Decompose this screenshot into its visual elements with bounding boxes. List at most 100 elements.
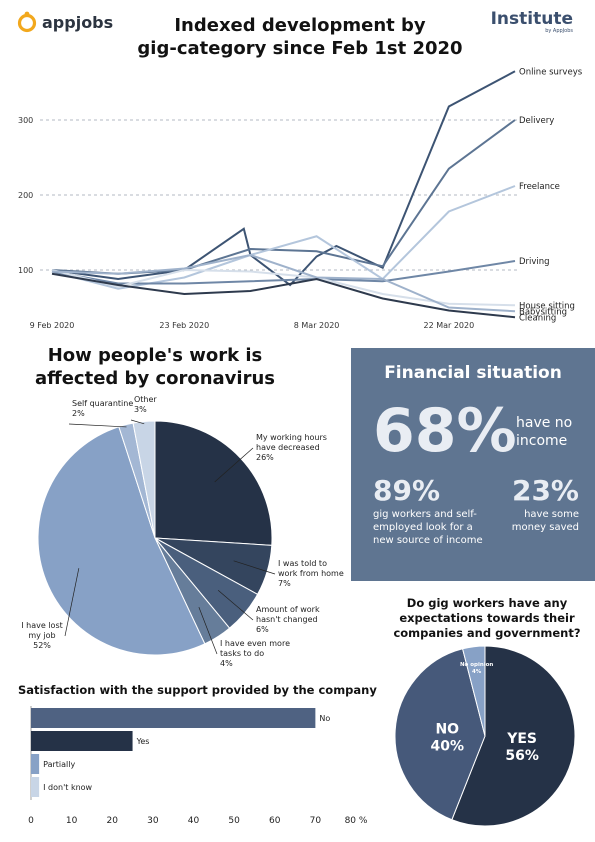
pie-label: NO 40% xyxy=(431,722,465,755)
series-label: House sitting xyxy=(519,301,575,311)
y-tick-label: 200 xyxy=(18,191,33,200)
pie-leader-line xyxy=(198,607,218,655)
pie-label-line: I have even more xyxy=(220,639,290,648)
series-label: Babysitting xyxy=(519,307,567,317)
pie-label: I was told to work from home 7% xyxy=(278,559,344,588)
bar-category-label: Partially xyxy=(43,760,75,769)
pie-slice xyxy=(462,645,486,737)
financial-right-label: have some money saved xyxy=(511,509,579,533)
series-label: Online surveys xyxy=(519,67,583,77)
pie-label-line: work from home xyxy=(278,569,344,578)
pie-label-line: I have lost xyxy=(21,621,63,630)
appjobs-logo-icon xyxy=(17,11,37,33)
pie-label-line: 2% xyxy=(72,409,85,418)
financial-big-label: have no income xyxy=(516,415,573,449)
pie-leader-line xyxy=(130,419,145,425)
x-tick-label: 20 xyxy=(107,816,119,826)
pie-label-line: I was told to xyxy=(278,559,327,568)
bar-category-label: I don't know xyxy=(43,783,92,792)
pie-label: No opinion 4% xyxy=(460,662,493,675)
bar xyxy=(31,731,133,751)
line-chart-title-line-2: gig-category since Feb 1st 2020 xyxy=(137,38,463,59)
pie-label-line: 4% xyxy=(220,659,233,668)
pie-label: Self quarantine 2% xyxy=(72,399,133,418)
pie-label-line: Amount of work xyxy=(256,605,320,614)
pie-label-line: Self quarantine xyxy=(72,399,133,408)
pie-label-line: my job xyxy=(28,631,55,640)
pie-label-line: tasks to do xyxy=(220,649,264,658)
bar-category-label: No xyxy=(319,714,330,723)
bar xyxy=(31,754,40,774)
pie-slice xyxy=(451,645,576,827)
x-tick-label: 0 xyxy=(28,816,34,826)
pie-label-line: 52% xyxy=(33,641,51,650)
x-tick-label: 10 xyxy=(66,816,78,826)
pie-slice xyxy=(37,426,206,656)
series-line xyxy=(51,70,516,287)
pie-label-line: My working hours xyxy=(256,433,327,442)
series-line xyxy=(51,253,516,313)
bar xyxy=(31,777,40,797)
pie-label: My working hours have decreased 26% xyxy=(256,433,327,462)
series-label: Freelance xyxy=(519,182,560,192)
work-pie-title-line-1: How people's work is xyxy=(47,345,263,366)
x-tick-label: 23 Feb 2020 xyxy=(159,321,209,330)
financial-left-value: 89% xyxy=(373,474,441,507)
pie-label: I have lost my job 52% xyxy=(21,621,63,650)
financial-left-label: gig workers and self-employed look for a… xyxy=(373,509,483,546)
x-tick-label: 22 Mar 2020 xyxy=(423,321,474,330)
y-tick-label: 300 xyxy=(18,116,33,125)
financial-title: Financial situation xyxy=(384,363,562,383)
bar xyxy=(31,708,316,728)
pie-label-line: NO xyxy=(435,722,459,738)
line-chart: 100 200 300 9 Feb 2020 23 Feb 2020 8 Mar 2020… xyxy=(18,67,583,330)
pie-label: YES 56% xyxy=(505,731,539,764)
line-chart-title: Indexed development by gig-category sinc… xyxy=(110,14,490,60)
expectations-pie-title: Do gig workers have any expectations tow… xyxy=(393,596,581,640)
pie-label-value: 40% xyxy=(431,739,465,755)
x-tick-label: 30 xyxy=(147,816,159,826)
pie-label-value: 4% xyxy=(472,669,482,675)
series-label: Cleaning xyxy=(519,313,556,323)
financial-big-value: 68% xyxy=(373,396,517,466)
series-line xyxy=(51,260,516,285)
financial-situation-panel: Financial situation 68% have no income 8… xyxy=(351,348,595,581)
pie-label: I have even more tasks to do 4% xyxy=(220,639,290,668)
pie-leader-line xyxy=(217,589,254,621)
institute-logo-sub: by AppJobs xyxy=(545,28,573,34)
work-pie-title-line-2: affected by coronavirus xyxy=(34,368,275,389)
pie-label: Other 3% xyxy=(134,395,157,414)
appjobs-logo-text: appjobs xyxy=(42,12,114,32)
institute-logo-text: Institute xyxy=(490,9,573,29)
series-line xyxy=(51,272,516,319)
line-chart-title-line-1: Indexed development by xyxy=(174,15,426,36)
pie-label-line: 7% xyxy=(278,579,291,588)
institute-logo: Institute by AppJobs xyxy=(491,10,573,34)
financial-right-value: 23% xyxy=(511,474,579,507)
pie-label-value: 56% xyxy=(505,748,539,764)
bar-category-label: Yes xyxy=(136,737,150,746)
x-tick-label: 80 % xyxy=(345,816,368,826)
y-tick-label: 100 xyxy=(18,266,33,275)
pie-label-line: Other xyxy=(134,395,157,404)
x-tick-label: 60 xyxy=(269,816,281,826)
pie-leader-line xyxy=(233,560,276,575)
pie-slice xyxy=(394,648,486,821)
work-pie-chart: My working hours have decreased 26% I was t… xyxy=(21,395,344,668)
x-tick-label: 9 Feb 2020 xyxy=(30,321,75,330)
appjobs-logo: appjobs xyxy=(16,8,113,36)
pie-label-line: 3% xyxy=(134,405,147,414)
x-tick-label: 50 xyxy=(228,816,240,826)
series-label: Delivery xyxy=(519,116,554,126)
x-tick-label: 40 xyxy=(188,816,200,826)
pie-label-line: hasn't changed xyxy=(256,615,318,624)
pie-label-line: 26% xyxy=(256,453,274,462)
series-label: Driving xyxy=(519,257,550,267)
pie-label-line: YES xyxy=(506,731,537,747)
pie-label-line: have decreased xyxy=(256,443,320,452)
satisfaction-bar-title: Satisfaction with the support provided b… xyxy=(18,683,377,697)
pie-leader-line xyxy=(64,568,80,637)
pie-label-line: 6% xyxy=(256,625,269,634)
x-tick-label: 70 xyxy=(310,816,322,826)
series-line xyxy=(51,119,516,275)
